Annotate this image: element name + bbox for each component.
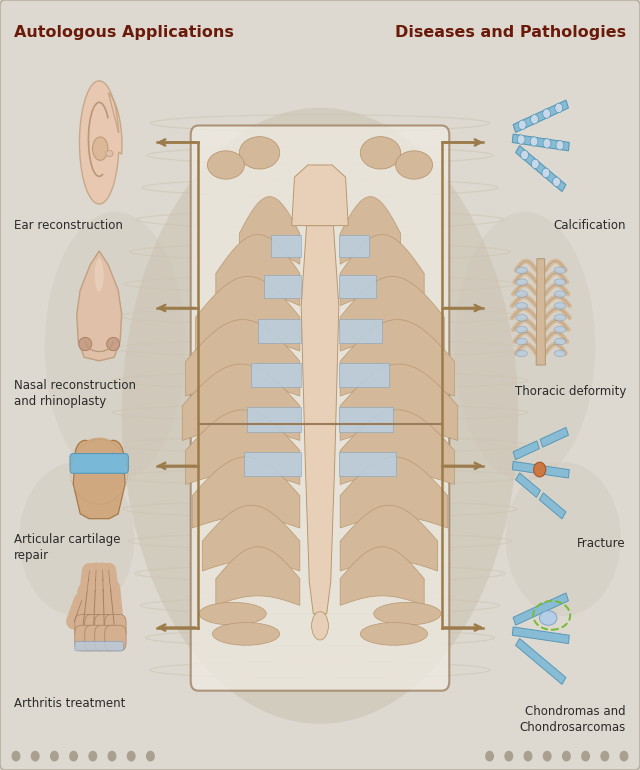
Ellipse shape [454,212,595,481]
Polygon shape [516,146,566,192]
Polygon shape [340,276,444,351]
Polygon shape [340,547,424,605]
Circle shape [108,751,116,762]
Text: Articular cartilage
repair: Articular cartilage repair [14,533,120,562]
Ellipse shape [107,337,120,350]
Circle shape [556,141,564,150]
Circle shape [524,751,532,762]
Circle shape [69,751,78,762]
Polygon shape [216,547,300,605]
Polygon shape [340,457,448,528]
Polygon shape [248,407,301,432]
Ellipse shape [102,440,124,474]
Ellipse shape [312,611,328,640]
Ellipse shape [212,623,280,645]
Ellipse shape [554,267,566,273]
Text: Autologous Applications: Autologous Applications [14,25,234,39]
Polygon shape [182,364,300,440]
Text: Nasal reconstruction
and rhinoplasty: Nasal reconstruction and rhinoplasty [14,379,136,408]
Ellipse shape [554,291,566,297]
Ellipse shape [516,279,527,286]
Polygon shape [339,407,392,432]
Circle shape [518,120,526,129]
Polygon shape [340,235,424,306]
Ellipse shape [516,338,527,345]
Ellipse shape [81,437,117,460]
Ellipse shape [554,338,566,345]
Circle shape [12,751,20,762]
Polygon shape [516,473,540,497]
Text: Calcification: Calcification [554,219,626,233]
Ellipse shape [239,137,280,169]
Circle shape [127,751,136,762]
Circle shape [534,462,546,477]
Ellipse shape [516,350,527,357]
Circle shape [562,751,571,762]
Circle shape [553,177,561,186]
Text: Thoracic deformity: Thoracic deformity [515,385,626,398]
Ellipse shape [516,291,527,297]
Polygon shape [216,235,300,306]
FancyBboxPatch shape [75,614,96,640]
FancyBboxPatch shape [85,625,106,651]
Polygon shape [244,452,301,476]
Ellipse shape [374,602,441,625]
Polygon shape [513,593,568,625]
FancyBboxPatch shape [95,614,116,640]
Ellipse shape [506,462,621,616]
Ellipse shape [207,151,244,179]
Circle shape [600,751,609,762]
Polygon shape [512,627,570,644]
Polygon shape [292,165,348,226]
Circle shape [521,150,529,159]
FancyBboxPatch shape [105,625,126,651]
Ellipse shape [122,108,518,724]
Ellipse shape [554,279,566,286]
Ellipse shape [19,462,134,616]
Ellipse shape [554,315,566,321]
Polygon shape [513,441,540,460]
Polygon shape [540,493,566,519]
Ellipse shape [554,303,566,309]
Ellipse shape [199,602,266,625]
Polygon shape [339,319,383,343]
Polygon shape [536,259,545,365]
Ellipse shape [516,315,527,321]
Text: Chondromas and
Chondrosarcomas: Chondromas and Chondrosarcomas [520,705,626,734]
Ellipse shape [540,611,557,625]
Ellipse shape [75,440,96,474]
Polygon shape [340,505,438,571]
Circle shape [485,751,494,762]
Polygon shape [512,461,538,474]
Text: Arthritis treatment: Arthritis treatment [14,697,125,710]
Polygon shape [339,452,396,476]
FancyBboxPatch shape [85,614,106,640]
Polygon shape [339,363,389,387]
Ellipse shape [95,259,104,292]
Polygon shape [77,251,122,361]
Polygon shape [257,319,301,343]
Text: Diseases and Pathologies: Diseases and Pathologies [395,25,626,39]
FancyBboxPatch shape [70,454,129,474]
Circle shape [542,168,550,178]
Ellipse shape [45,212,186,481]
FancyBboxPatch shape [75,625,96,651]
Circle shape [543,139,551,148]
Text: Ear reconstruction: Ear reconstruction [14,219,123,233]
Polygon shape [340,320,454,396]
Polygon shape [264,275,301,297]
Polygon shape [540,427,568,447]
Polygon shape [186,410,300,484]
Circle shape [543,109,550,119]
Ellipse shape [516,326,527,333]
FancyBboxPatch shape [95,625,116,651]
Polygon shape [186,320,300,396]
Circle shape [146,751,155,762]
Ellipse shape [396,151,433,179]
Polygon shape [271,235,301,256]
Polygon shape [73,470,125,519]
Circle shape [543,751,552,762]
Polygon shape [239,196,300,264]
FancyBboxPatch shape [191,126,449,691]
